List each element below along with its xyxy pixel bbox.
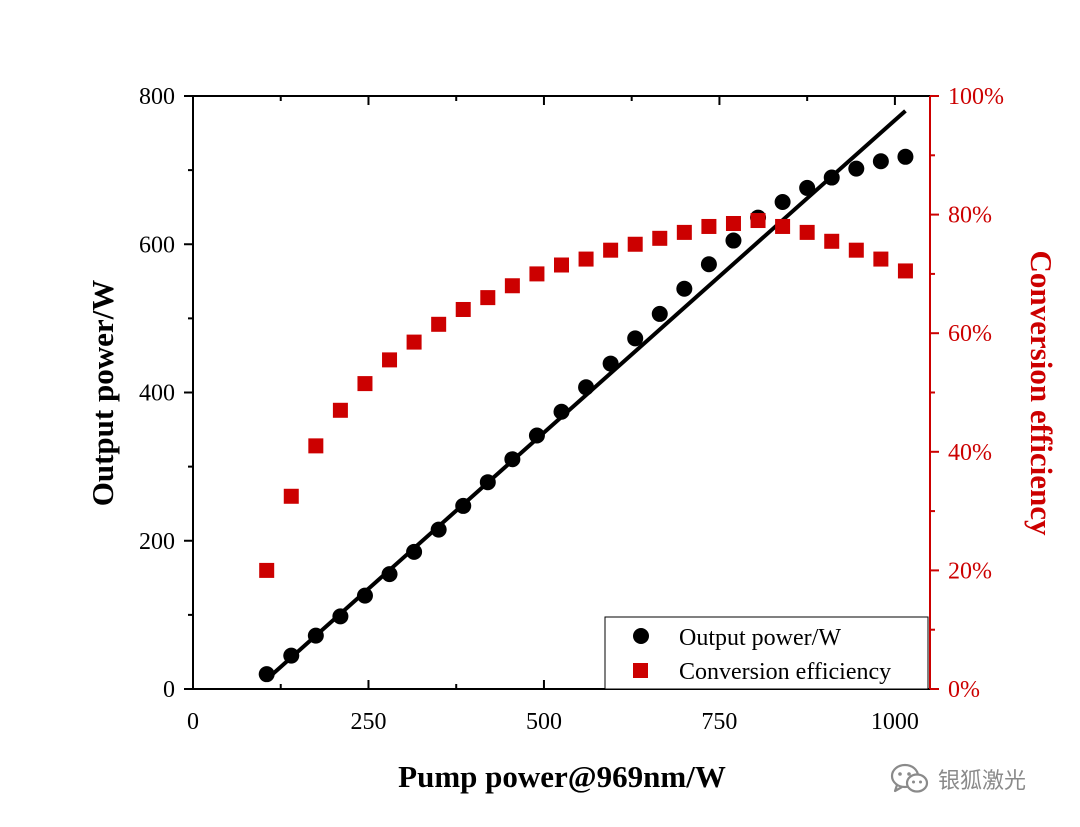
legend-efficiency-label: Conversion efficiency bbox=[679, 659, 891, 685]
output-power-point bbox=[897, 148, 914, 165]
output-power-point bbox=[774, 193, 791, 210]
watermark-text: 银狐激光 bbox=[938, 769, 1027, 794]
legend: Output power/W Conversion efficiency bbox=[604, 616, 929, 690]
efficiency-point bbox=[578, 251, 594, 267]
output-power-point bbox=[700, 256, 717, 273]
efficiency-point bbox=[750, 213, 766, 229]
output-power-point bbox=[381, 566, 398, 583]
x-tick-label: 0 bbox=[187, 709, 199, 735]
x-tick-label: 750 bbox=[701, 709, 737, 735]
y-tick-label: 600 bbox=[139, 232, 175, 258]
y-tick-label: 0 bbox=[163, 677, 175, 703]
output-power-point bbox=[627, 330, 644, 347]
x-tick-label: 1000 bbox=[871, 709, 919, 735]
efficiency-point bbox=[603, 242, 619, 258]
output-power-point bbox=[651, 305, 668, 322]
legend-box bbox=[604, 616, 929, 690]
efficiency-point bbox=[406, 334, 422, 350]
output-power-point bbox=[799, 179, 816, 196]
efficiency-point bbox=[332, 402, 348, 418]
y2-tick-label: 60% bbox=[948, 321, 992, 347]
legend-efficiency-marker bbox=[633, 663, 648, 678]
output-power-point bbox=[872, 153, 889, 170]
output-power-point bbox=[602, 355, 619, 372]
efficiency-point bbox=[357, 376, 373, 392]
output-power-point bbox=[479, 474, 496, 491]
y2-tick-label: 0% bbox=[948, 677, 980, 703]
output-power-point bbox=[823, 169, 840, 186]
output-power-point bbox=[430, 521, 447, 538]
x-tick-label: 500 bbox=[526, 709, 562, 735]
y2-tick-label: 40% bbox=[948, 440, 992, 466]
legend-output-label: Output power/W bbox=[679, 625, 841, 651]
legend-output-marker bbox=[633, 628, 649, 644]
output-power-point bbox=[455, 497, 472, 514]
output-power-point bbox=[332, 608, 349, 625]
efficiency-point bbox=[431, 316, 447, 332]
efficiency-point bbox=[529, 266, 545, 282]
wechat-icon bbox=[890, 763, 929, 793]
output-power-point bbox=[528, 427, 545, 444]
efficiency-point bbox=[504, 278, 520, 294]
x-axis-title: Pump power@969nm/W bbox=[398, 759, 726, 794]
efficiency-point bbox=[627, 236, 643, 252]
output-power-point bbox=[356, 587, 373, 604]
efficiency-point bbox=[259, 562, 275, 578]
output-power-point bbox=[578, 379, 595, 396]
y-tick-label: 800 bbox=[139, 84, 175, 110]
efficiency-point bbox=[676, 224, 692, 240]
efficiency-point bbox=[873, 251, 889, 267]
output-power-point bbox=[307, 627, 324, 644]
output-power-point bbox=[283, 647, 300, 664]
efficiency-point bbox=[283, 488, 299, 504]
efficiency-point bbox=[824, 233, 840, 249]
efficiency-point bbox=[848, 242, 864, 258]
y2-tick-label: 100% bbox=[948, 84, 1004, 110]
x-tick-label: 250 bbox=[350, 709, 386, 735]
output-power-point bbox=[258, 666, 275, 683]
output-power-point bbox=[504, 451, 521, 468]
efficiency-point bbox=[308, 438, 324, 454]
efficiency-point bbox=[455, 301, 471, 317]
output-power-point bbox=[725, 232, 742, 249]
efficiency-point bbox=[480, 290, 496, 306]
output-power-point bbox=[848, 160, 865, 177]
y-tick-label: 400 bbox=[139, 381, 175, 407]
y-axis-title: Output power/W bbox=[85, 280, 120, 507]
efficiency-point bbox=[897, 263, 913, 279]
output-power-point bbox=[406, 543, 423, 560]
efficiency-point bbox=[725, 215, 741, 231]
efficiency-point bbox=[799, 224, 815, 240]
efficiency-point bbox=[382, 352, 398, 368]
y-tick-label: 200 bbox=[139, 529, 175, 555]
output-power-point bbox=[676, 280, 693, 297]
efficiency-point bbox=[775, 218, 791, 234]
efficiency-point bbox=[554, 257, 569, 273]
watermark: 银狐激光 bbox=[890, 762, 1026, 796]
data-marks bbox=[258, 148, 914, 683]
y2-tick-label: 80% bbox=[948, 203, 992, 229]
efficiency-point bbox=[701, 218, 717, 234]
y2-tick-label: 20% bbox=[948, 558, 992, 584]
output-power-point bbox=[553, 403, 570, 420]
efficiency-point bbox=[652, 230, 668, 246]
y2-axis-title: Conversion efficiency bbox=[1024, 251, 1059, 536]
